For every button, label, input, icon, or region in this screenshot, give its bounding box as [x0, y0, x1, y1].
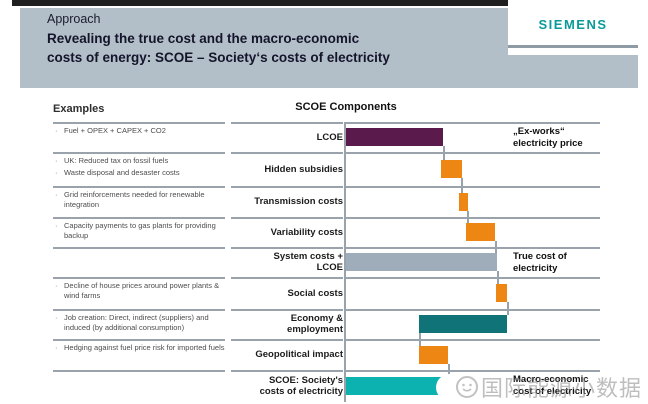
examples-separator-line	[53, 217, 225, 219]
example-text: Job creation: Direct, indirect (supplier…	[64, 313, 209, 332]
component-label: Transmission costs	[254, 196, 343, 207]
chart-annotation: True cost of electricity	[513, 251, 567, 274]
bullet-icon: ·	[55, 221, 58, 230]
chart-grid-line	[344, 122, 600, 124]
chart-grid-line	[344, 370, 600, 372]
example-cell: · Grid reinforcements needed for renewabl…	[55, 190, 225, 211]
component-label: Hidden subsidies	[264, 163, 343, 175]
example-item: · Grid reinforcements needed for renewabl…	[55, 190, 225, 209]
label-separator-line	[231, 186, 343, 188]
example-item: · Capacity payments to gas plants for pro…	[55, 221, 225, 240]
chart-grid-line	[344, 277, 600, 279]
waterfall-bar	[346, 253, 497, 271]
label-separator-line	[231, 217, 343, 219]
chart-grid-line	[344, 217, 600, 219]
component-label: Variability costs	[270, 226, 343, 238]
examples-separator-line	[53, 339, 225, 341]
chart-title: SCOE Components	[295, 101, 397, 113]
example-text: Capacity payments to gas plants for prov…	[64, 221, 216, 240]
slide-title: Revealing the true cost and the macro-ec…	[47, 31, 390, 65]
chart-annotation: Macro-economic cost of electricity	[513, 374, 592, 397]
watermark-text: 国际能源小数据	[481, 377, 643, 402]
chart-annotation: „Ex-works“ electricity price	[513, 126, 583, 149]
examples-separator-line	[53, 186, 225, 188]
watermark-logo-icon	[455, 375, 479, 404]
bullet-icon: ·	[55, 167, 58, 177]
chart-grid-line	[344, 339, 600, 341]
bullet-icon: ·	[55, 281, 58, 290]
example-cell: · Decline of house prices around power pl…	[55, 281, 225, 302]
example-item: · Waste disposal and desaster costs	[55, 168, 225, 178]
waterfall-bar	[346, 128, 443, 146]
example-cell: · Capacity payments to gas plants for pro…	[55, 221, 225, 242]
bullet-icon: ·	[55, 126, 58, 135]
examples-separator-line	[53, 122, 225, 124]
chart-grid-line	[344, 186, 600, 188]
waterfall-bar	[346, 377, 449, 395]
example-item: · Decline of house prices around power pl…	[55, 281, 225, 300]
waterfall-connector	[507, 302, 509, 315]
waterfall-bar	[441, 160, 462, 178]
component-label: LCOE	[316, 131, 343, 143]
example-text: Grid reinforcements needed for renewable…	[64, 190, 205, 209]
waterfall-connector	[461, 178, 463, 193]
examples-separator-line	[53, 152, 225, 154]
top-accent-strip	[12, 0, 508, 6]
label-separator-line	[231, 370, 343, 372]
component-label: Economy & employment	[287, 313, 343, 335]
label-separator-line	[231, 247, 343, 249]
example-cell: · Fuel + OPEX + CAPEX + CO2	[55, 126, 225, 138]
brand-box: SIEMENS	[508, 0, 638, 55]
component-label: SCOE: Society's costs of electricity	[259, 375, 343, 397]
waterfall-bar	[419, 315, 507, 333]
examples-separator-line	[53, 247, 225, 249]
examples-separator-line	[53, 309, 225, 311]
examples-heading: Examples	[53, 103, 105, 115]
brand-underline	[508, 45, 638, 48]
example-cell: · Job creation: Direct, indirect (supplie…	[55, 313, 225, 334]
example-text: Decline of house prices around power pla…	[64, 281, 220, 300]
header-eyebrow: Approach	[47, 12, 101, 26]
label-separator-line	[231, 122, 343, 124]
example-item: · Hedging against fuel price risk for imp…	[55, 343, 225, 353]
example-text: Waste disposal and desaster costs	[64, 167, 180, 177]
label-separator-line	[231, 277, 343, 279]
bullet-icon: ·	[55, 343, 58, 352]
label-separator-line	[231, 309, 343, 311]
bullet-icon: ·	[55, 156, 58, 165]
label-separator-line	[231, 339, 343, 341]
watermark-blob	[436, 374, 463, 401]
example-item: · UK: Reduced tax on fossil fuels	[55, 156, 225, 166]
component-label: System costs + LCOE	[273, 251, 343, 273]
chart-grid-line	[344, 152, 600, 154]
example-text: UK: Reduced tax on fossil fuels	[64, 156, 169, 165]
component-label: Social costs	[287, 287, 343, 299]
waterfall-bar	[419, 346, 448, 364]
examples-separator-line	[53, 277, 225, 279]
example-text: Fuel + OPEX + CAPEX + CO2	[64, 126, 166, 135]
example-cell: · Hedging against fuel price risk for imp…	[55, 343, 225, 355]
example-text: Hedging against fuel price risk for impo…	[64, 343, 225, 352]
bullet-icon: ·	[55, 190, 58, 199]
chart-grid-line	[344, 247, 600, 249]
waterfall-bar	[496, 284, 507, 302]
examples-separator-line	[53, 370, 225, 372]
bullet-icon: ·	[55, 313, 58, 322]
waterfall-bar	[466, 223, 495, 241]
component-label: Geopolitical impact	[255, 349, 343, 360]
siemens-logo: SIEMENS	[538, 17, 608, 32]
example-item: · Fuel + OPEX + CAPEX + CO2	[55, 126, 225, 136]
example-item: · Job creation: Direct, indirect (supplie…	[55, 313, 225, 332]
example-cell: · UK: Reduced tax on fossil fuels · Waste d…	[55, 156, 225, 179]
chart-grid-line	[344, 309, 600, 311]
chart-axis-line	[344, 122, 346, 402]
label-separator-line	[231, 152, 343, 154]
waterfall-bar	[459, 193, 468, 211]
